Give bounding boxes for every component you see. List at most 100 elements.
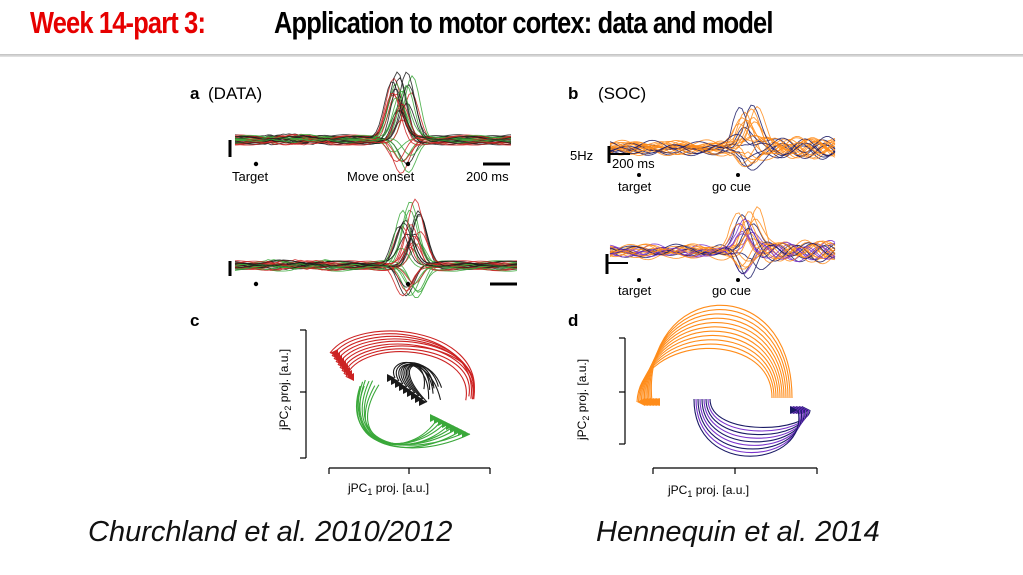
panel-a-bottom-target-dot <box>253 281 259 287</box>
trajectory-arrowhead <box>346 373 354 381</box>
trace-line <box>234 91 512 139</box>
panel-b-letter: b <box>568 84 578 103</box>
panel-a: a (DATA) Target Move onset 200 ms <box>190 71 518 298</box>
panel-b-rate-label: 5Hz <box>570 148 593 163</box>
trace-line <box>234 201 518 265</box>
trajectory-arc <box>407 364 435 400</box>
panel-a-target-label: Target <box>232 169 269 184</box>
title-divider <box>0 54 1023 57</box>
panel-c-x-label: jPC1 proj. [a.u.] <box>347 481 429 497</box>
trace-line <box>609 133 836 157</box>
panel-c-trajectories <box>329 330 475 449</box>
trace-line <box>234 89 512 139</box>
trace-line <box>234 96 512 141</box>
trajectory-arc <box>408 364 443 403</box>
trajectory-arrowhead <box>462 430 470 438</box>
panel-d-y-label: jPC2 proj. [a.u.] <box>575 359 591 441</box>
panel-b-bottom-target-dot <box>637 278 641 282</box>
trace-line <box>234 83 512 142</box>
trajectory-arc <box>345 351 467 401</box>
trajectory-arc <box>339 343 474 400</box>
trace-line <box>234 81 512 140</box>
trajectory-arc <box>693 398 800 457</box>
figure-svg: a (DATA) Target Move onset 200 ms b (SOC… <box>190 71 836 499</box>
caption-right: Hennequin et al. 2014 <box>596 516 880 548</box>
panel-a-letter: a <box>190 84 200 103</box>
trace-line <box>609 218 836 260</box>
panel-c-y-label: jPC2 proj. [a.u.] <box>277 349 293 431</box>
panel-a-top-traces <box>234 71 512 174</box>
panel-b-bottom-go-label: go cue <box>712 283 751 298</box>
trace-line <box>609 141 836 161</box>
panel-d-letter: d <box>568 311 578 330</box>
panel-a-move-dot <box>405 161 411 167</box>
trajectory-arc <box>341 345 475 392</box>
panel-b-bottom-traces <box>609 206 836 280</box>
title-week-label: Week 14-part 3: <box>30 5 206 40</box>
panel-a-target-dot <box>253 161 259 167</box>
figure: a (DATA) Target Move onset 200 ms b (SOC… <box>180 68 850 508</box>
trace-line <box>234 71 512 140</box>
trajectory-arc <box>343 348 470 397</box>
panel-b-go-label: go cue <box>712 179 751 194</box>
trace-line <box>234 209 518 268</box>
panel-b-bottom-target-label: target <box>618 283 652 298</box>
trace-line <box>234 198 518 265</box>
trajectory-arc <box>335 338 475 399</box>
trace-line <box>234 74 512 144</box>
title-main-label: Application to motor cortex: data and mo… <box>274 5 773 40</box>
trace-line <box>234 222 518 267</box>
panel-a-move-label: Move onset <box>347 169 415 184</box>
panel-b-time-label: 200 ms <box>612 156 655 171</box>
trace-line <box>609 212 836 262</box>
panel-a-title: (DATA) <box>208 84 262 103</box>
panel-a-bottom-traces <box>234 198 518 298</box>
trace-line <box>609 143 836 168</box>
trace-line <box>234 109 512 146</box>
trajectory-arrowhead <box>790 406 798 414</box>
panel-b-title: (SOC) <box>598 84 646 103</box>
caption-left: Churchland et al. 2010/2012 <box>88 516 453 548</box>
trace-line <box>609 135 836 154</box>
trajectory-arc <box>363 380 467 446</box>
trace-line <box>609 123 836 156</box>
trace-line <box>234 77 511 141</box>
trace-line <box>609 246 836 270</box>
trace-line <box>234 83 512 144</box>
panel-d-x-label: jPC1 proj. [a.u.] <box>667 483 749 499</box>
trajectory-arrowhead <box>652 398 660 406</box>
trajectory-arrowhead <box>419 398 427 406</box>
trace-line <box>234 93 512 139</box>
panel-a-bottom-move-dot <box>405 281 411 287</box>
slide-title: Week 14-part 3: Application to motor cor… <box>0 0 1023 52</box>
trajectory-arc <box>701 398 805 443</box>
trajectory-arc <box>329 330 475 396</box>
panel-d: d jPC2 proj. [a.u.] jPC1 proj. [a.u.] <box>568 304 818 499</box>
panel-b-bottom-go-dot <box>736 278 740 282</box>
panel-c-letter: c <box>190 311 199 330</box>
panel-b-go-dot <box>736 173 740 177</box>
trace-line <box>234 233 518 265</box>
panel-b-target-label: target <box>618 179 652 194</box>
panel-b-top-traces <box>609 104 836 171</box>
trajectory-arc <box>396 362 439 387</box>
trace-line <box>609 243 836 280</box>
trace-line <box>234 84 512 144</box>
panel-b: b (SOC) 5Hz 200 ms target go cue target … <box>568 84 836 298</box>
trace-line <box>234 247 518 272</box>
trace-line <box>609 240 836 268</box>
panel-c: c jPC2 proj. [a.u.] jPC1 proj. [a.u.] <box>190 311 491 497</box>
panel-b-target-dot <box>637 173 641 177</box>
trajectory-arc <box>357 381 471 449</box>
trace-line <box>609 140 836 164</box>
panel-d-trajectories <box>636 304 811 457</box>
trace-line <box>234 263 518 297</box>
trace-line <box>609 227 836 263</box>
trace-line <box>609 108 836 154</box>
trace-line <box>609 243 836 271</box>
trace-line <box>234 77 512 145</box>
trace-line <box>234 71 512 141</box>
panel-a-time-label: 200 ms <box>466 169 509 184</box>
trace-line <box>234 103 511 146</box>
trajectory-arc <box>650 304 793 403</box>
